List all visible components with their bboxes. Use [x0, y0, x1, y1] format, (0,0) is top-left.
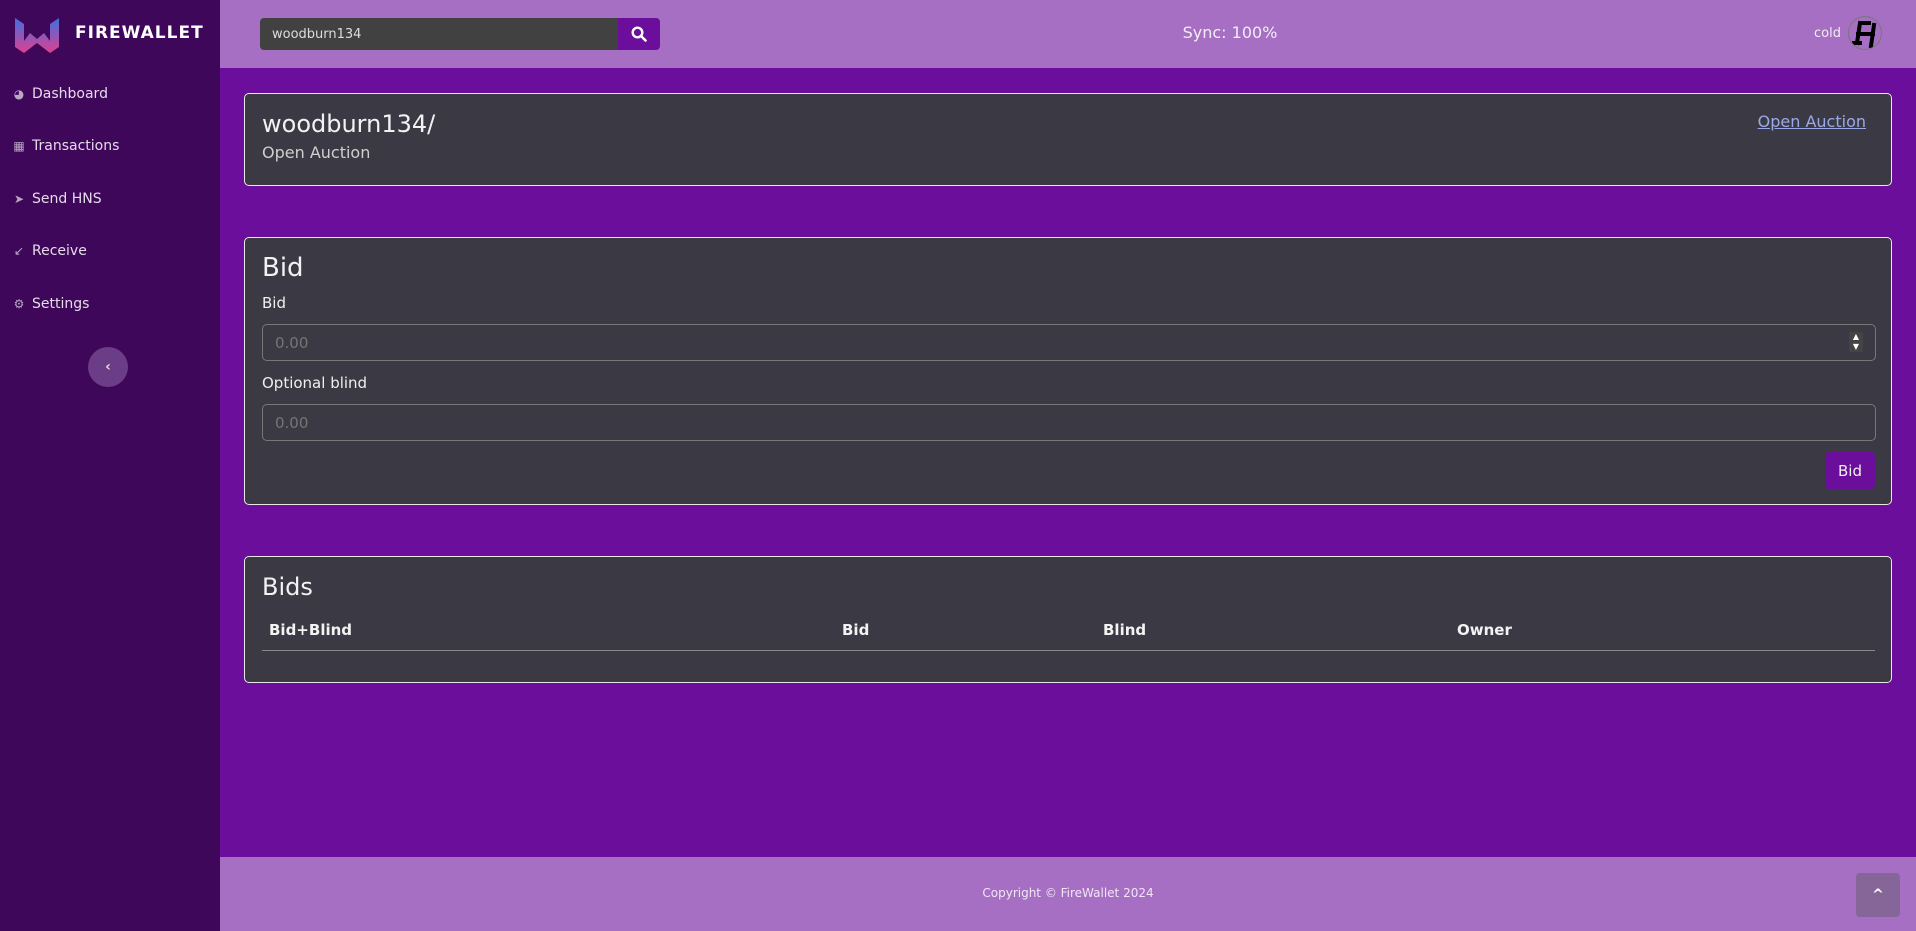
column-header-blind: Blind [1103, 621, 1147, 639]
account-name[interactable]: cold [1814, 26, 1841, 41]
copyright: Copyright © FireWallet 2024 [982, 886, 1154, 900]
bid-label: Bid [262, 294, 286, 312]
sidebar: FIREWALLET ◕ Dashboard ▦ Transactions ➤ Sen… [0, 0, 220, 931]
blind-label: Optional blind [262, 374, 368, 392]
column-header-owner: Owner [1457, 621, 1512, 639]
scroll-to-top-button[interactable]: ^ [1856, 873, 1900, 917]
bid-input[interactable] [262, 324, 1876, 361]
chevron-left-icon: ‹ [105, 359, 111, 375]
bid-submit-button[interactable]: Bid [1825, 452, 1875, 489]
number-stepper[interactable]: ▲ ▼ [1849, 332, 1863, 352]
search-bar [260, 18, 660, 50]
bid-card: Bid Bid ▲▼ Optional blind Bid [244, 237, 1892, 505]
footer: Copyright © FireWallet 2024 ^ [220, 857, 1916, 931]
sidebar-item-dashboard[interactable]: ◕ Dashboard [13, 86, 108, 102]
domain-status: Open Auction [262, 143, 371, 162]
domain-header-card: woodburn134/ Open Auction Open Auction [244, 93, 1892, 186]
chevron-up-icon: ^ [1872, 887, 1884, 903]
receive-arrow-icon: ↙ [13, 244, 25, 258]
dashboard-icon: ◕ [13, 87, 25, 101]
search-button[interactable] [618, 18, 660, 50]
brand-name: FIREWALLET [75, 23, 204, 43]
avatar[interactable] [1848, 16, 1882, 50]
blind-input[interactable] [262, 404, 1876, 441]
topbar: Sync: 100% cold [220, 0, 1916, 68]
table-icon: ▦ [13, 139, 25, 153]
firewallet-logo [15, 18, 59, 53]
sync-status: Sync: 100% [1182, 23, 1278, 42]
search-input[interactable] [260, 18, 618, 50]
bids-card: Bids Bid+Blind Bid Blind Owner [244, 556, 1892, 683]
send-icon: ➤ [13, 192, 25, 206]
open-auction-link[interactable]: Open Auction [1757, 112, 1866, 131]
column-header-bid: Bid [842, 621, 870, 639]
collapse-sidebar-button[interactable]: ‹ [88, 347, 128, 387]
sidebar-item-receive[interactable]: ↙ Receive [13, 243, 87, 259]
bids-title: Bids [262, 573, 313, 601]
table-divider [262, 650, 1875, 651]
sidebar-item-send-hns[interactable]: ➤ Send HNS [13, 191, 102, 207]
gear-icon: ⚙ [13, 297, 25, 311]
column-header-bid-blind: Bid+Blind [269, 621, 353, 639]
domain-name: woodburn134/ [262, 110, 436, 138]
bid-card-title: Bid [262, 253, 304, 283]
sidebar-item-settings[interactable]: ⚙ Settings [13, 296, 90, 312]
search-icon [631, 26, 647, 42]
sidebar-item-transactions[interactable]: ▦ Transactions [13, 138, 120, 154]
